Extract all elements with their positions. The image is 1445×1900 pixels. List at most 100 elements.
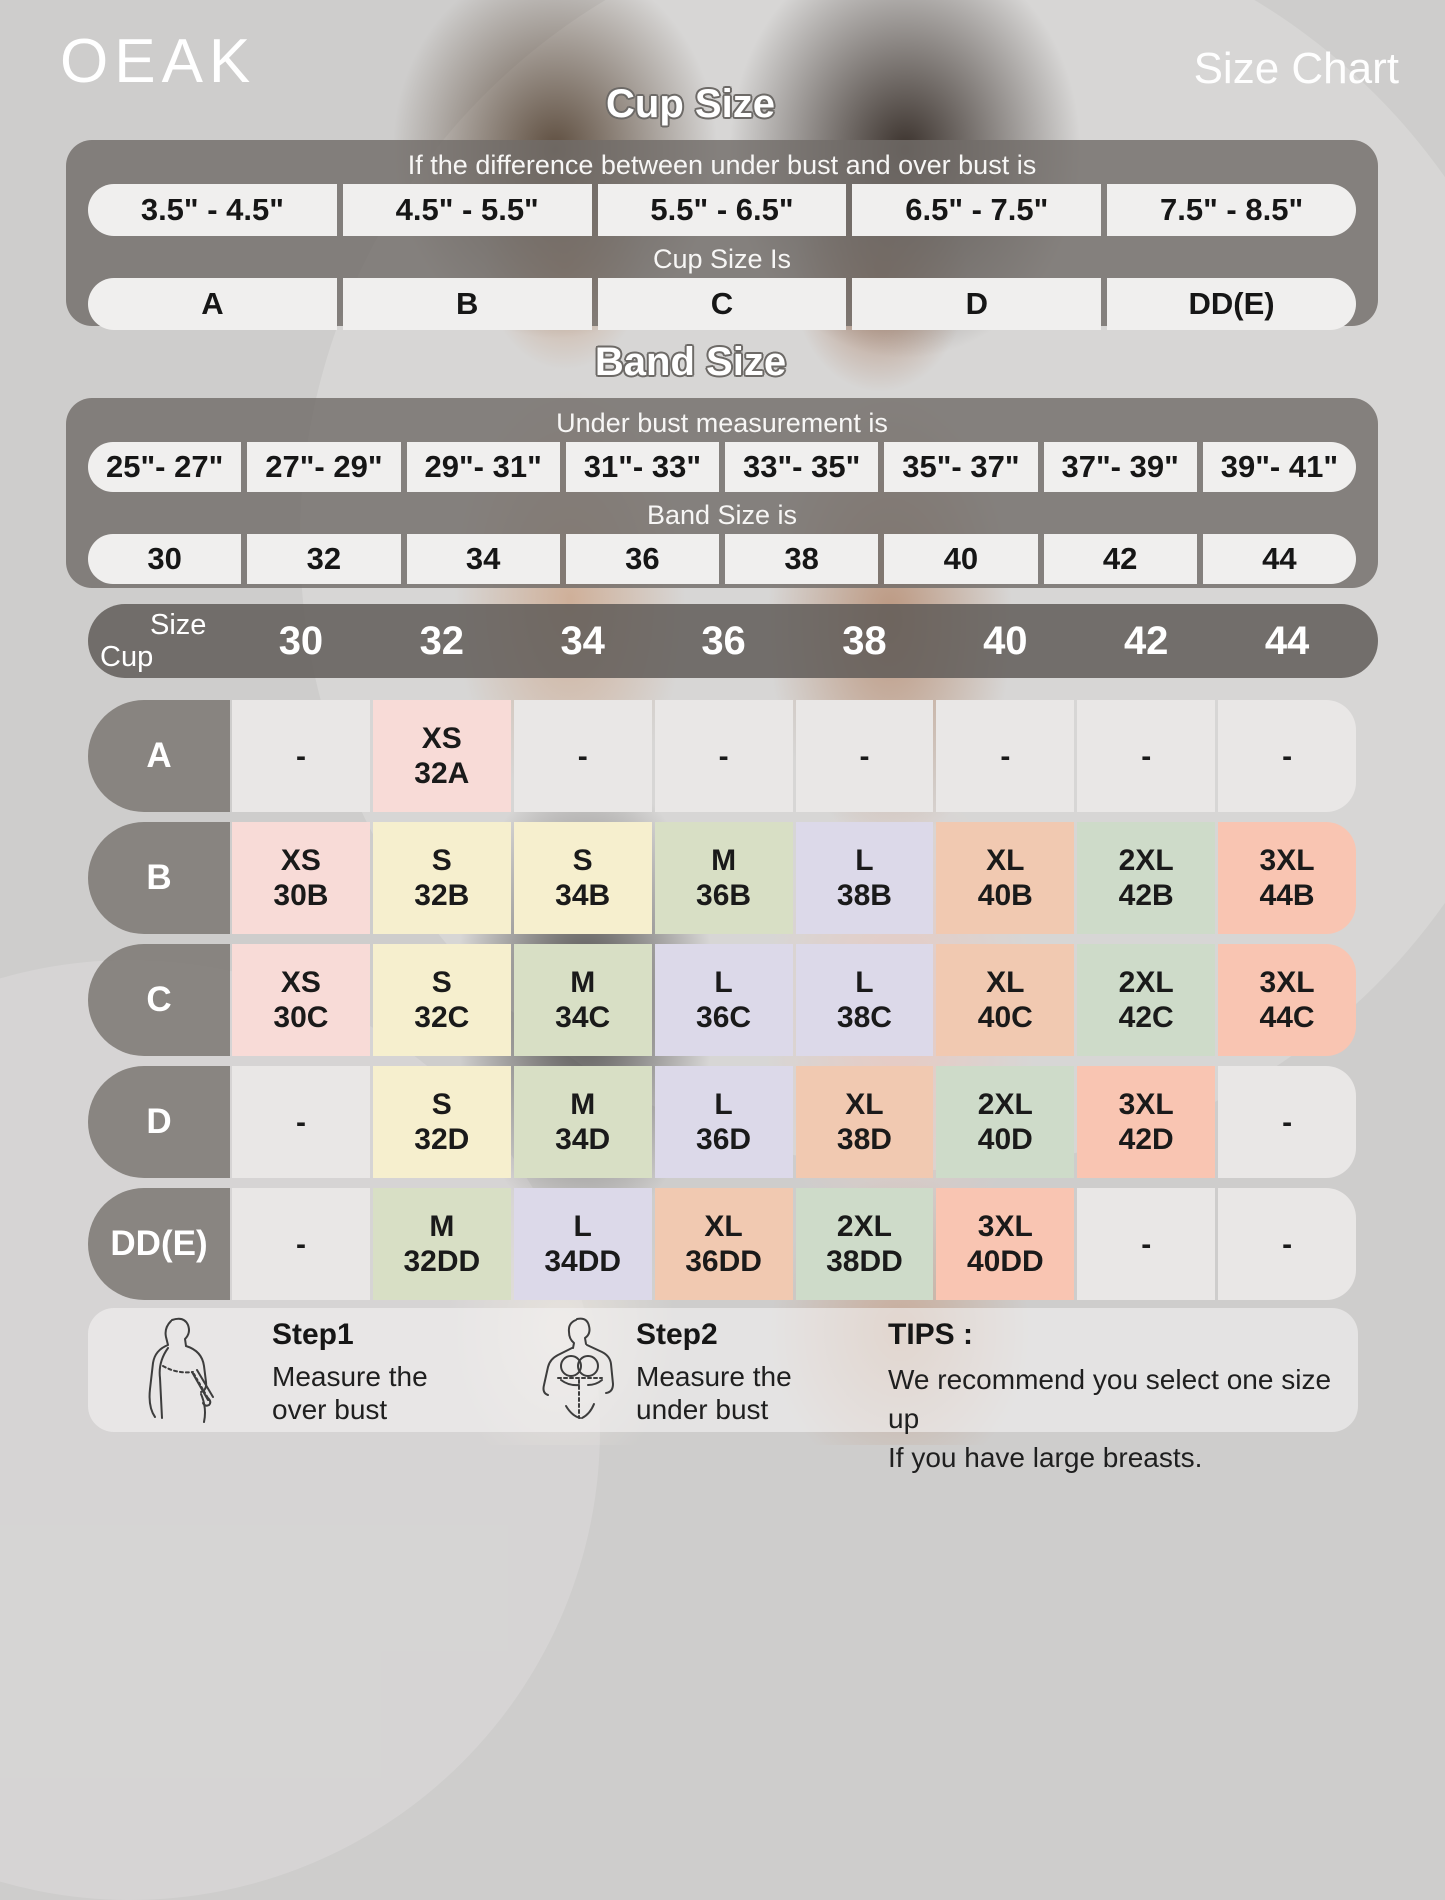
matrix-cell: - [1218, 700, 1356, 812]
matrix-cell: XS 32A [372, 700, 511, 812]
measure-over-bust-icon [148, 1317, 214, 1423]
corner-cup-label: Cup [100, 641, 154, 673]
matrix-cell: - [1077, 700, 1216, 812]
step2-text: Step2 Measure the under bust [636, 1318, 792, 1426]
matrix-cell: L 36C [654, 944, 793, 1056]
matrix-cell: S 32C [372, 944, 511, 1056]
table-row: B XS 30B S 32B S 34B M 36B L 38B XL 40B 2XL 42B… [88, 822, 1356, 934]
matrix-cell: - [795, 700, 934, 812]
cup-range: 5.5" - 6.5" [597, 184, 847, 236]
cup-range: 4.5" - 5.5" [342, 184, 592, 236]
matrix-cell: - [936, 700, 1075, 812]
column-header: 30 [278, 618, 324, 663]
matrix-cell: M 34D [513, 1066, 652, 1178]
cup-letter: DD(E) [1107, 278, 1356, 330]
band-size-title: Band Size [594, 340, 787, 384]
matrix-cell: M 34C [513, 944, 652, 1056]
table-row: DD(E) - M 32DD L 34DD XL 36DD 2XL 38DD 3XL 40… [88, 1188, 1356, 1300]
matrix-cell: - [232, 1066, 370, 1178]
size-matrix: A - XS 32A - - - - - - B XS 30B S 32B S 34B … [88, 700, 1356, 1310]
band-number: 40 [884, 534, 1038, 584]
band-range: 33"- 35" [725, 442, 879, 492]
matrix-cell: XL 40C [936, 944, 1075, 1056]
row-header-cup: A [88, 700, 230, 812]
cup-size-title: Cup Size [606, 82, 775, 126]
matrix-cell: L 38C [795, 944, 934, 1056]
row-header-cup: DD(E) [88, 1188, 230, 1300]
measure-instructions-bar: Step1 Measure the over bust Step2 Measur… [88, 1308, 1358, 1473]
cup-range: 6.5" - 7.5" [852, 184, 1102, 236]
matrix-cell: L 34DD [513, 1188, 652, 1300]
size-chart-page: OEAK Size Chart Cup Size If the differen… [60, 27, 1399, 1473]
matrix-cell: M 36B [654, 822, 793, 934]
matrix-cell: L 38B [795, 822, 934, 934]
band-number: 38 [725, 534, 879, 584]
band-result-label: Band Size is [646, 500, 798, 530]
cup-range: 3.5" - 4.5" [88, 184, 337, 236]
cup-letters: A B C D DD(E) [88, 278, 1356, 330]
matrix-cell: S 32B [372, 822, 511, 934]
matrix-cell: M 32DD [372, 1188, 511, 1300]
matrix-cell: - [1077, 1188, 1216, 1300]
step2-description: Measure the under bust [636, 1361, 792, 1425]
column-header: 32 [419, 618, 465, 663]
measure-under-bust-icon [542, 1317, 614, 1419]
band-range: 29"- 31" [406, 442, 560, 492]
matrix-cell: - [1218, 1066, 1356, 1178]
column-header: 40 [983, 618, 1028, 663]
matrix-cell: XS 30B [232, 822, 370, 934]
band-measurement-ranges: 25"- 27" 27"- 29" 29"- 31" 31"- 33" 33"-… [88, 442, 1356, 492]
matrix-cell: 2XL 42C [1077, 944, 1216, 1056]
matrix-cell: 3XL 42D [1077, 1066, 1216, 1178]
band-number: 36 [565, 534, 719, 584]
matrix-cell: 3XL 44C [1218, 944, 1356, 1056]
band-numbers: 30 32 34 36 38 40 42 44 [88, 534, 1356, 584]
row-header-cup: D [88, 1066, 230, 1178]
cup-range: 7.5" - 8.5" [1107, 184, 1356, 236]
tips-title: TIPS : [888, 1318, 974, 1351]
column-header: 42 [1123, 618, 1169, 663]
band-number: 30 [88, 534, 242, 584]
cup-difference-ranges: 3.5" - 4.5" 4.5" - 5.5" 5.5" - 6.5" 6.5"… [88, 184, 1356, 236]
step1-description: Measure the over bust [272, 1361, 428, 1425]
band-size-table: Under bust measurement is 25"- 27" 27"- … [66, 398, 1378, 588]
matrix-cell: L 36D [654, 1066, 793, 1178]
matrix-cell: S 34B [513, 822, 652, 934]
column-header: 44 [1264, 618, 1310, 663]
matrix-cell: 2XL 40D [936, 1066, 1075, 1178]
page-title: Size Chart [1193, 44, 1399, 93]
table-row: C XS 30C S 32C M 34C L 36C L 38C XL 40C 2XL 42C… [88, 944, 1356, 1056]
matrix-cell: - [232, 1188, 370, 1300]
table-row: D - S 32D M 34D L 36D XL 38D 2XL 40D 3XL 42D - [88, 1066, 1356, 1178]
step1-title: Step1 [272, 1318, 354, 1351]
step1-text: Step1 Measure the over bust [272, 1318, 428, 1426]
matrix-cell: 2XL 38DD [795, 1188, 934, 1300]
cup-size-table: If the difference between under bust and… [66, 140, 1378, 330]
matrix-cell: 2XL 42B [1077, 822, 1216, 934]
cup-result-label: Cup Size Is [652, 244, 792, 274]
brand-logo: OEAK [60, 27, 257, 96]
band-number: 34 [406, 534, 560, 584]
matrix-cell: XL 36DD [654, 1188, 793, 1300]
matrix-header: Size Cup 30 32 34 36 38 40 42 44 [88, 604, 1378, 678]
matrix-cell: 3XL 40DD [936, 1188, 1075, 1300]
band-number: 32 [247, 534, 401, 584]
matrix-cell: XS 30C [232, 944, 370, 1056]
band-number: 44 [1202, 534, 1356, 584]
matrix-cell: XL 40B [936, 822, 1075, 934]
matrix-cell: - [513, 700, 652, 812]
cup-letter: B [342, 278, 592, 330]
step2-title: Step2 [636, 1318, 718, 1351]
table-row: A - XS 32A - - - - - - [88, 700, 1356, 812]
band-range: 35"- 37" [884, 442, 1038, 492]
band-condition-label: Under bust measurement is [556, 408, 888, 438]
tips-block: TIPS : We recommend you select one size … [888, 1318, 1358, 1477]
band-range: 31"- 33" [565, 442, 719, 492]
cup-condition-label: If the difference between under bust and… [407, 150, 1037, 180]
row-header-cup: C [88, 944, 230, 1056]
matrix-cell: XL 38D [795, 1066, 934, 1178]
matrix-corner: Size Cup [88, 604, 232, 678]
matrix-cell: - [654, 700, 793, 812]
matrix-cell: 3XL 44B [1218, 822, 1356, 934]
matrix-columns: 30 32 34 36 38 40 42 44 [232, 604, 1356, 678]
